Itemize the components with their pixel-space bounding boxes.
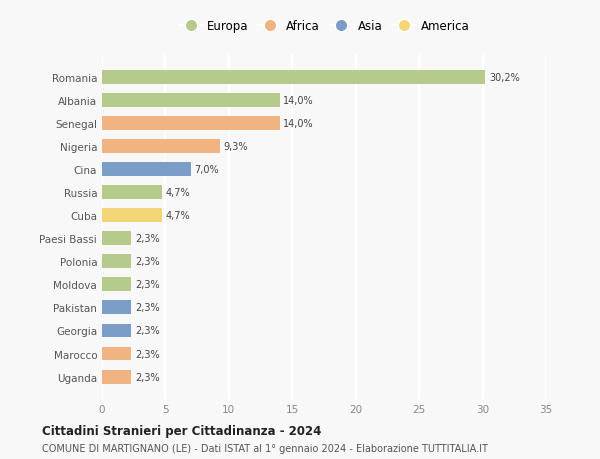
Bar (102, 255, 131, 269)
Bar (102, 117, 280, 130)
Bar (102, 370, 131, 384)
Text: 2,3%: 2,3% (135, 372, 160, 382)
Text: 9,3%: 9,3% (224, 142, 248, 151)
Text: 2,3%: 2,3% (135, 280, 160, 290)
Bar (102, 186, 161, 200)
Legend: Europa, Africa, Asia, America: Europa, Africa, Asia, America (175, 16, 473, 36)
Text: 4,7%: 4,7% (166, 211, 190, 221)
Bar (102, 94, 280, 107)
Bar (102, 301, 131, 315)
Text: COMUNE DI MARTIGNANO (LE) - Dati ISTAT al 1° gennaio 2024 - Elaborazione TUTTITA: COMUNE DI MARTIGNANO (LE) - Dati ISTAT a… (42, 443, 488, 453)
Text: 2,3%: 2,3% (135, 349, 160, 359)
Text: 2,3%: 2,3% (135, 234, 160, 244)
Text: 4,7%: 4,7% (166, 188, 190, 198)
Text: 14,0%: 14,0% (283, 119, 314, 129)
Bar (102, 347, 131, 361)
Bar (102, 209, 161, 223)
Bar (102, 71, 485, 84)
Text: 30,2%: 30,2% (489, 73, 520, 83)
Bar (102, 163, 191, 177)
Bar (102, 140, 220, 154)
Text: 2,3%: 2,3% (135, 303, 160, 313)
Text: 7,0%: 7,0% (194, 165, 219, 175)
Bar (102, 232, 131, 246)
Text: 2,3%: 2,3% (135, 257, 160, 267)
Bar (102, 324, 131, 338)
Text: 2,3%: 2,3% (135, 326, 160, 336)
Bar (102, 278, 131, 291)
Text: 14,0%: 14,0% (283, 95, 314, 106)
Text: Cittadini Stranieri per Cittadinanza - 2024: Cittadini Stranieri per Cittadinanza - 2… (42, 424, 322, 437)
